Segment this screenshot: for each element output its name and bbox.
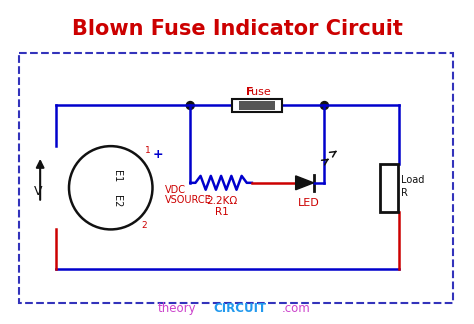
Polygon shape xyxy=(296,176,313,190)
Text: 2: 2 xyxy=(142,221,147,230)
Text: E2: E2 xyxy=(112,195,122,208)
Text: R1: R1 xyxy=(215,207,229,216)
Text: V: V xyxy=(34,185,42,198)
Text: R: R xyxy=(401,188,408,198)
Text: theory: theory xyxy=(158,302,196,315)
Bar xyxy=(232,99,282,112)
Text: Blown Fuse Indicator Circuit: Blown Fuse Indicator Circuit xyxy=(72,19,402,39)
Text: +: + xyxy=(152,147,163,161)
Text: VDC: VDC xyxy=(164,185,185,195)
Text: F: F xyxy=(246,87,254,97)
Circle shape xyxy=(186,101,194,110)
Text: E1: E1 xyxy=(112,170,122,182)
Bar xyxy=(380,164,398,212)
Text: Load: Load xyxy=(401,175,424,185)
Text: .com: .com xyxy=(282,302,310,315)
Text: LED: LED xyxy=(298,198,319,208)
Text: 1: 1 xyxy=(145,145,150,155)
Text: use: use xyxy=(251,87,271,97)
Bar xyxy=(239,101,275,110)
Bar xyxy=(19,53,453,303)
Text: CIRCUIT: CIRCUIT xyxy=(213,302,266,315)
Circle shape xyxy=(320,101,328,110)
Text: 2.2KΩ: 2.2KΩ xyxy=(207,196,238,206)
Text: VSOURCE: VSOURCE xyxy=(164,195,211,205)
